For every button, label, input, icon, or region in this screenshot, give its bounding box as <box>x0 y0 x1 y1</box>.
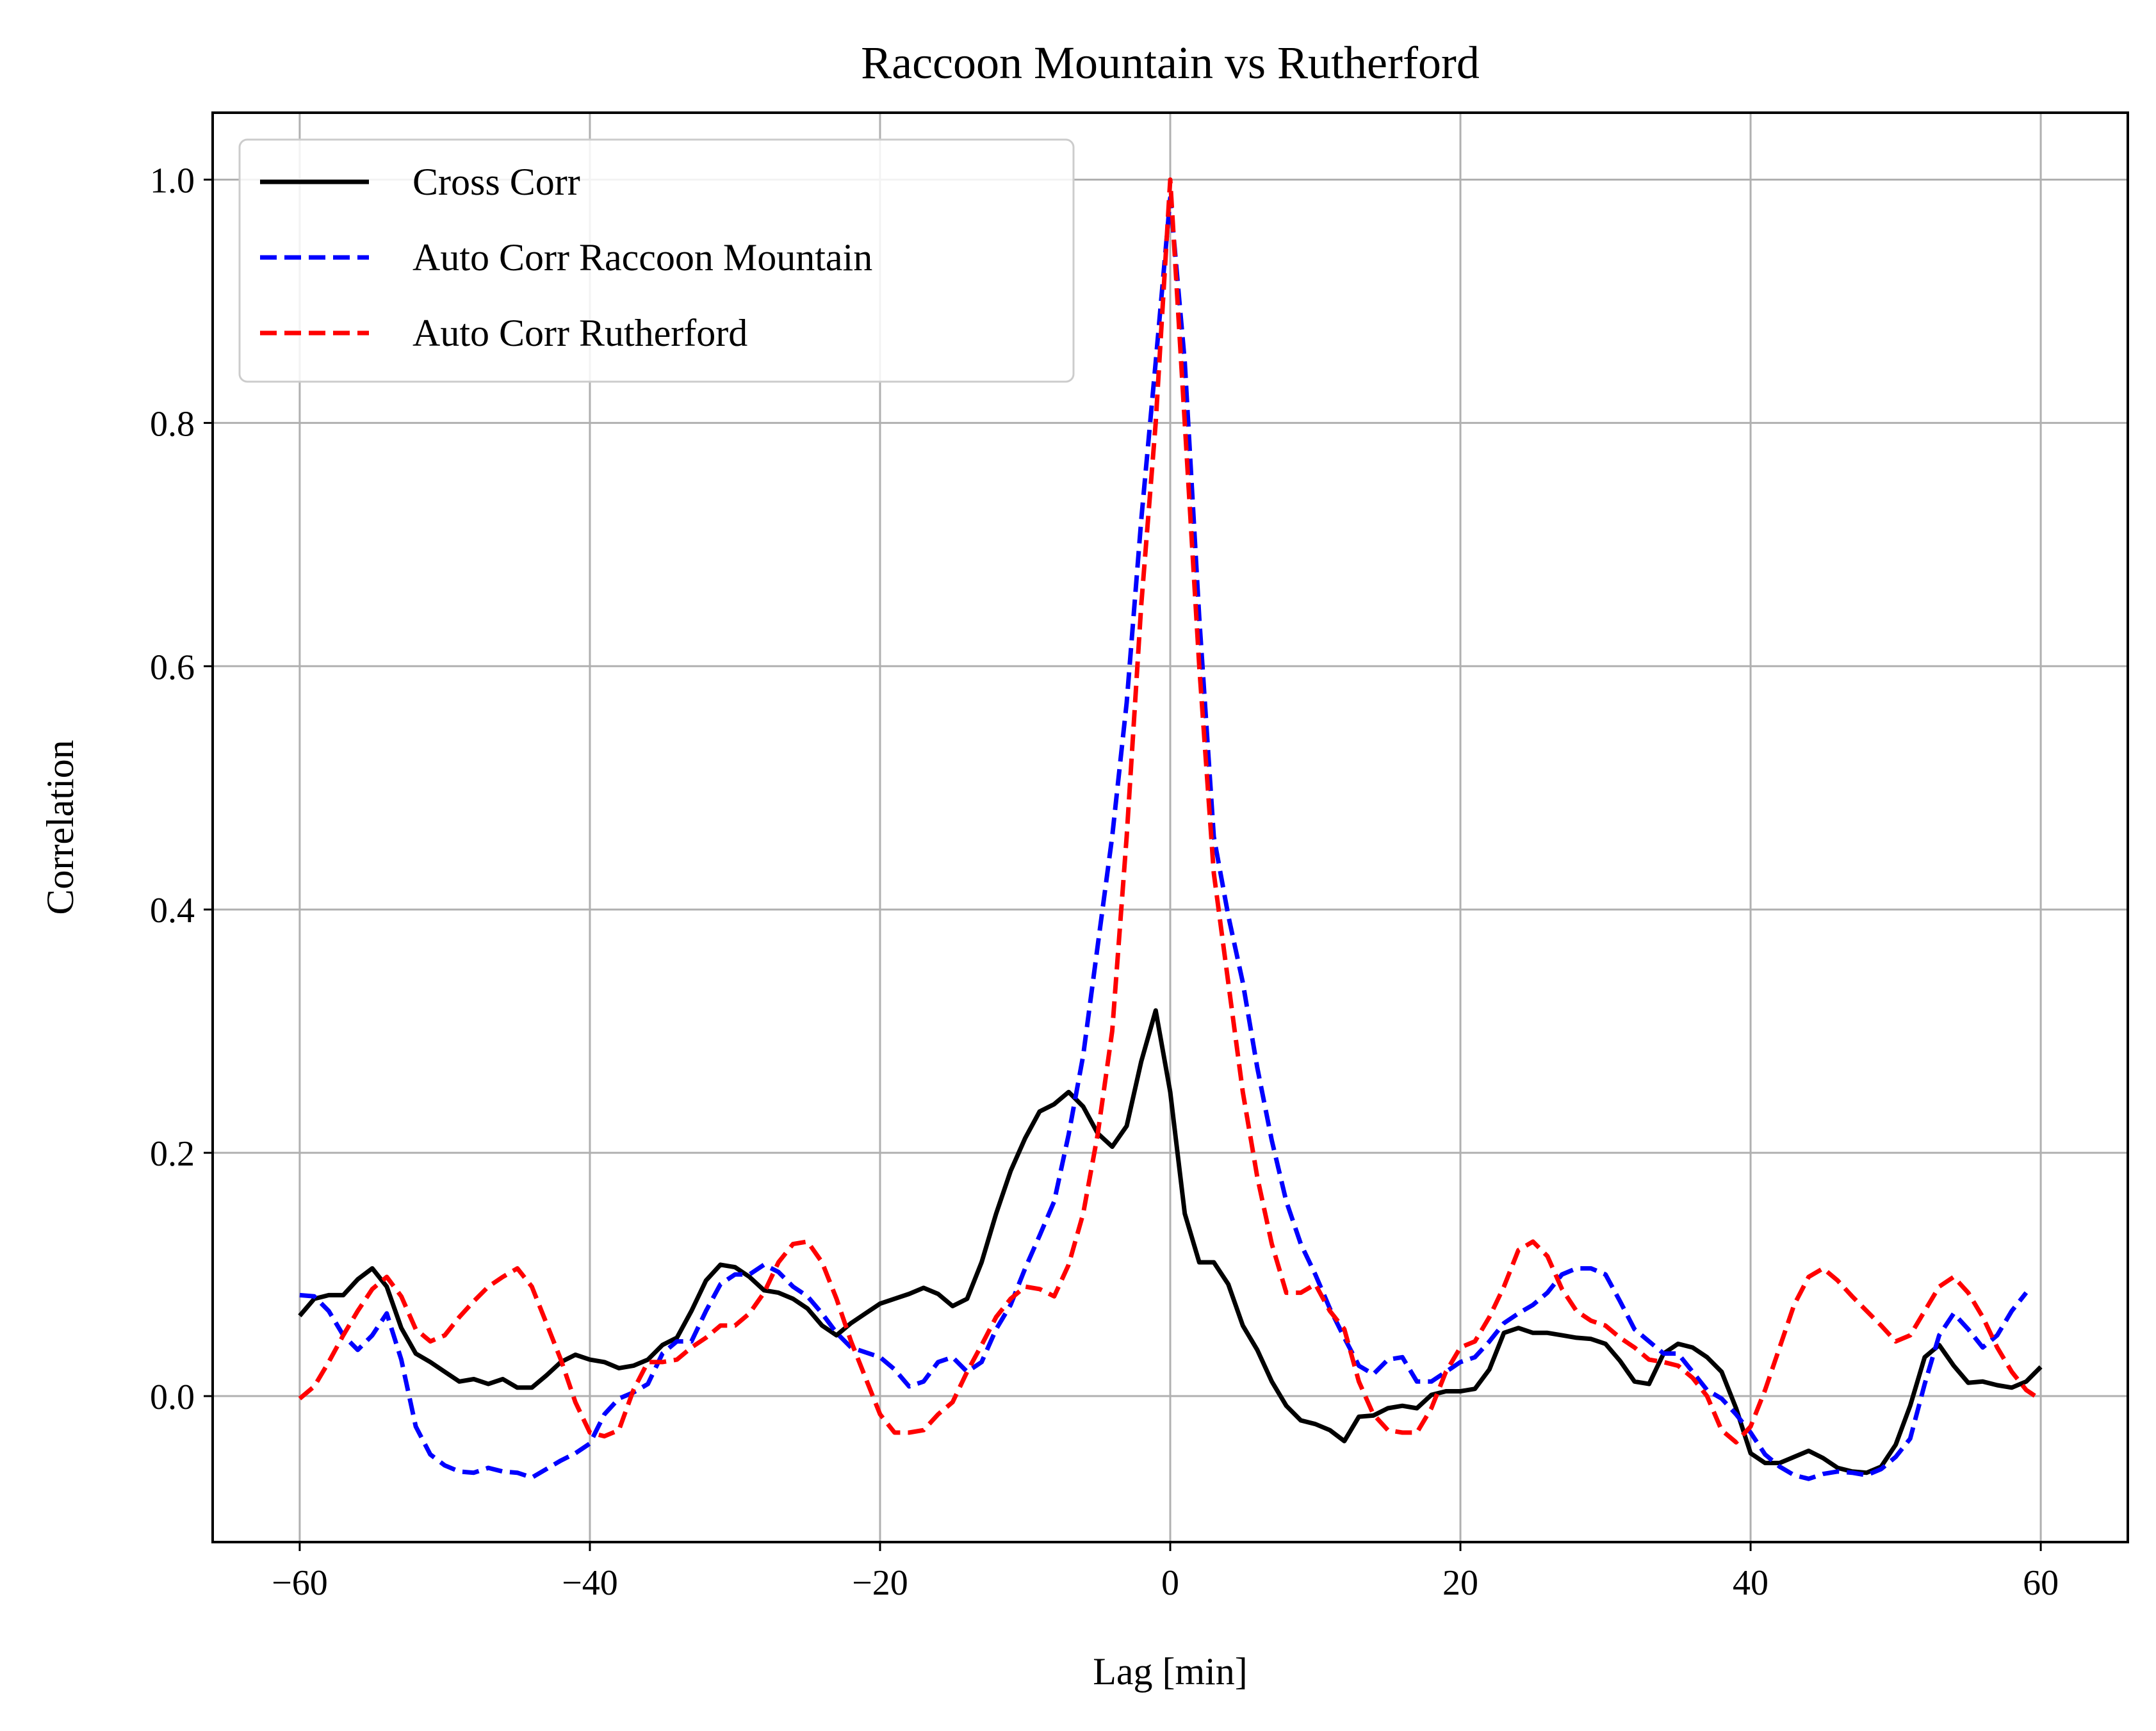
series-line-1 <box>298 1008 2043 1475</box>
series-line-2 <box>299 195 2029 1481</box>
chart-title: Raccoon Mountain vs Rutherford <box>861 37 1480 88</box>
legend-box <box>238 138 1075 383</box>
y-tick-label: 0.2 <box>150 1134 195 1174</box>
y-tick-label: 0.6 <box>150 647 195 687</box>
series-lines <box>298 177 2043 1481</box>
x-tick-label: 40 <box>1733 1563 1768 1603</box>
x-tick-label: 60 <box>2023 1563 2059 1603</box>
y-axis-title: Correlation <box>39 740 81 914</box>
y-tick-label: 0.0 <box>150 1377 195 1417</box>
x-tick-label: 20 <box>1442 1563 1478 1603</box>
legend-label-2: Auto Corr Raccoon Mountain <box>412 236 872 279</box>
legend: Cross Corr Auto Corr Raccoon Mountain Auto… <box>238 138 1075 383</box>
x-tick-label: 0 <box>1161 1563 1179 1603</box>
y-tick-label: 0.4 <box>150 891 195 931</box>
legend-label-3: Auto Corr Rutherford <box>412 312 747 354</box>
axis-ticks: −60 −40 −20 0 20 40 60 0.0 0.2 0.4 0.6 0.8 1.0 <box>150 161 2059 1603</box>
legend-label-1: Cross Corr <box>412 161 580 203</box>
x-tick-label: −20 <box>852 1563 908 1603</box>
y-tick-label: 1.0 <box>150 161 195 200</box>
y-tick-label: 0.8 <box>150 404 195 444</box>
series-line-3 <box>298 177 2043 1445</box>
x-axis-title: Lag [min] <box>1093 1650 1248 1693</box>
x-tick-label: −60 <box>272 1563 328 1603</box>
x-tick-label: −40 <box>562 1563 618 1603</box>
